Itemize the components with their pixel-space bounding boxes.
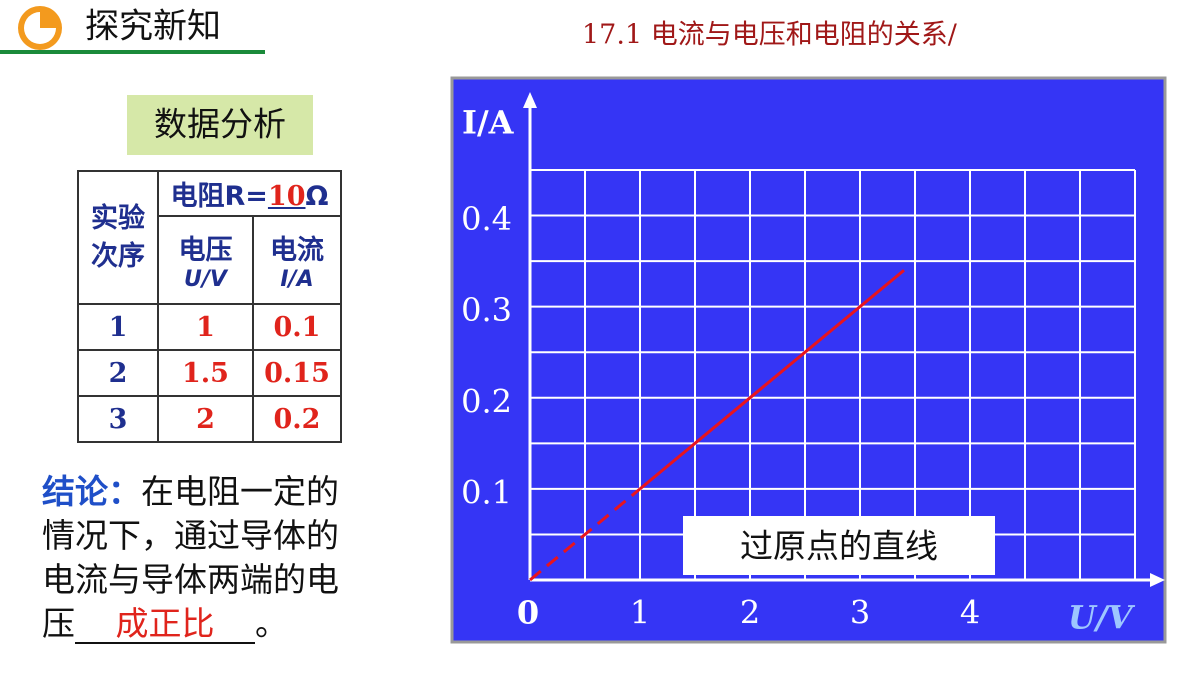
conclusion-line: 压 [42,604,75,643]
table-cell: 0.1 [252,303,342,351]
annotation-box [683,516,995,575]
analysis-title: 数据分析 [154,105,286,144]
header-subtitle: 17.1 电流与电压和电阻的关系/ [582,20,958,51]
x-axis-arrow [1150,573,1165,587]
x-tick-label: 0 [517,594,539,632]
y-axis-label: I/A [462,104,515,142]
x-tick-label: 4 [960,594,980,632]
conclusion-text: 在电阻一定的情况下，通过导体的 电流与导体两端的电压 [42,472,339,643]
x-tick-label: 3 [850,594,870,632]
resistance-value: 10 [267,181,306,212]
resistance-unit: Ω [305,181,329,212]
table-cell: 2 [157,395,254,443]
voltage-header: 电压 U/V [157,215,254,305]
data-line [529,487,641,582]
table-cell: 1 [157,303,254,351]
conclusion-end: 。 [255,604,288,643]
current-unit: I/A [280,267,314,292]
table-cell: 0.15 [252,349,342,397]
y-axis-arrow [523,92,537,108]
y-tick-label: 0.2 [461,382,512,420]
table-cell: 1 [77,303,159,351]
data-line [639,269,905,491]
table-row: 3 2 0.2 [77,395,342,443]
table-row: 1 1 0.1 [77,303,342,351]
resistance-cell: 电阻R=10Ω [157,170,342,217]
voltage-unit: U/V [184,267,227,292]
table-cell: 2 [77,349,159,397]
analysis-box [127,95,313,155]
data-table: 实验次序 电阻R=10Ω 电压 U/V 电流 I/A 1 1 0.1 2 1.5 0.15 3 2… [77,170,342,443]
current-header-text: 电流 [270,235,324,266]
conclusion-line: 在电阻一定的 [141,472,339,511]
x-axis-label: U/V [1068,599,1136,637]
table-body: 1 1 0.1 2 1.5 0.15 3 2 0.2 [77,303,342,443]
conclusion-line: 电流与导体两端的电 [42,560,339,599]
y-tick-label: 0.1 [461,473,512,511]
table-row: 2 1.5 0.15 [77,349,342,397]
table-cell: 1.5 [157,349,254,397]
header-icon-shape [24,12,56,44]
conclusion-label: 结论： [42,472,141,511]
resistance-label: 电阻R= [170,181,268,212]
y-tick-label: 0.3 [461,291,512,329]
header-underline [0,50,265,54]
order-header-text: 实验次序 [91,202,145,272]
y-tick-label: 0.4 [461,200,512,238]
header-title: 探究新知 [85,7,221,47]
conclusion-answer: 成正比 [75,606,255,644]
conclusion: 结论：在电阻一定的情况下，通过导体的 电流与导体两端的电压成正比。 [42,470,412,646]
table-cell: 0.2 [252,395,342,443]
annotation: 过原点的直线 [740,527,938,566]
x-tick-label: 1 [630,594,650,632]
order-header: 实验次序 [77,170,159,305]
x-tick-label: 2 [740,594,760,632]
table-cell: 3 [77,395,159,443]
current-header: 电流 I/A [252,215,342,305]
conclusion-line: 情况下，通过导体的 [42,516,339,555]
voltage-header-text: 电压 [178,235,233,266]
